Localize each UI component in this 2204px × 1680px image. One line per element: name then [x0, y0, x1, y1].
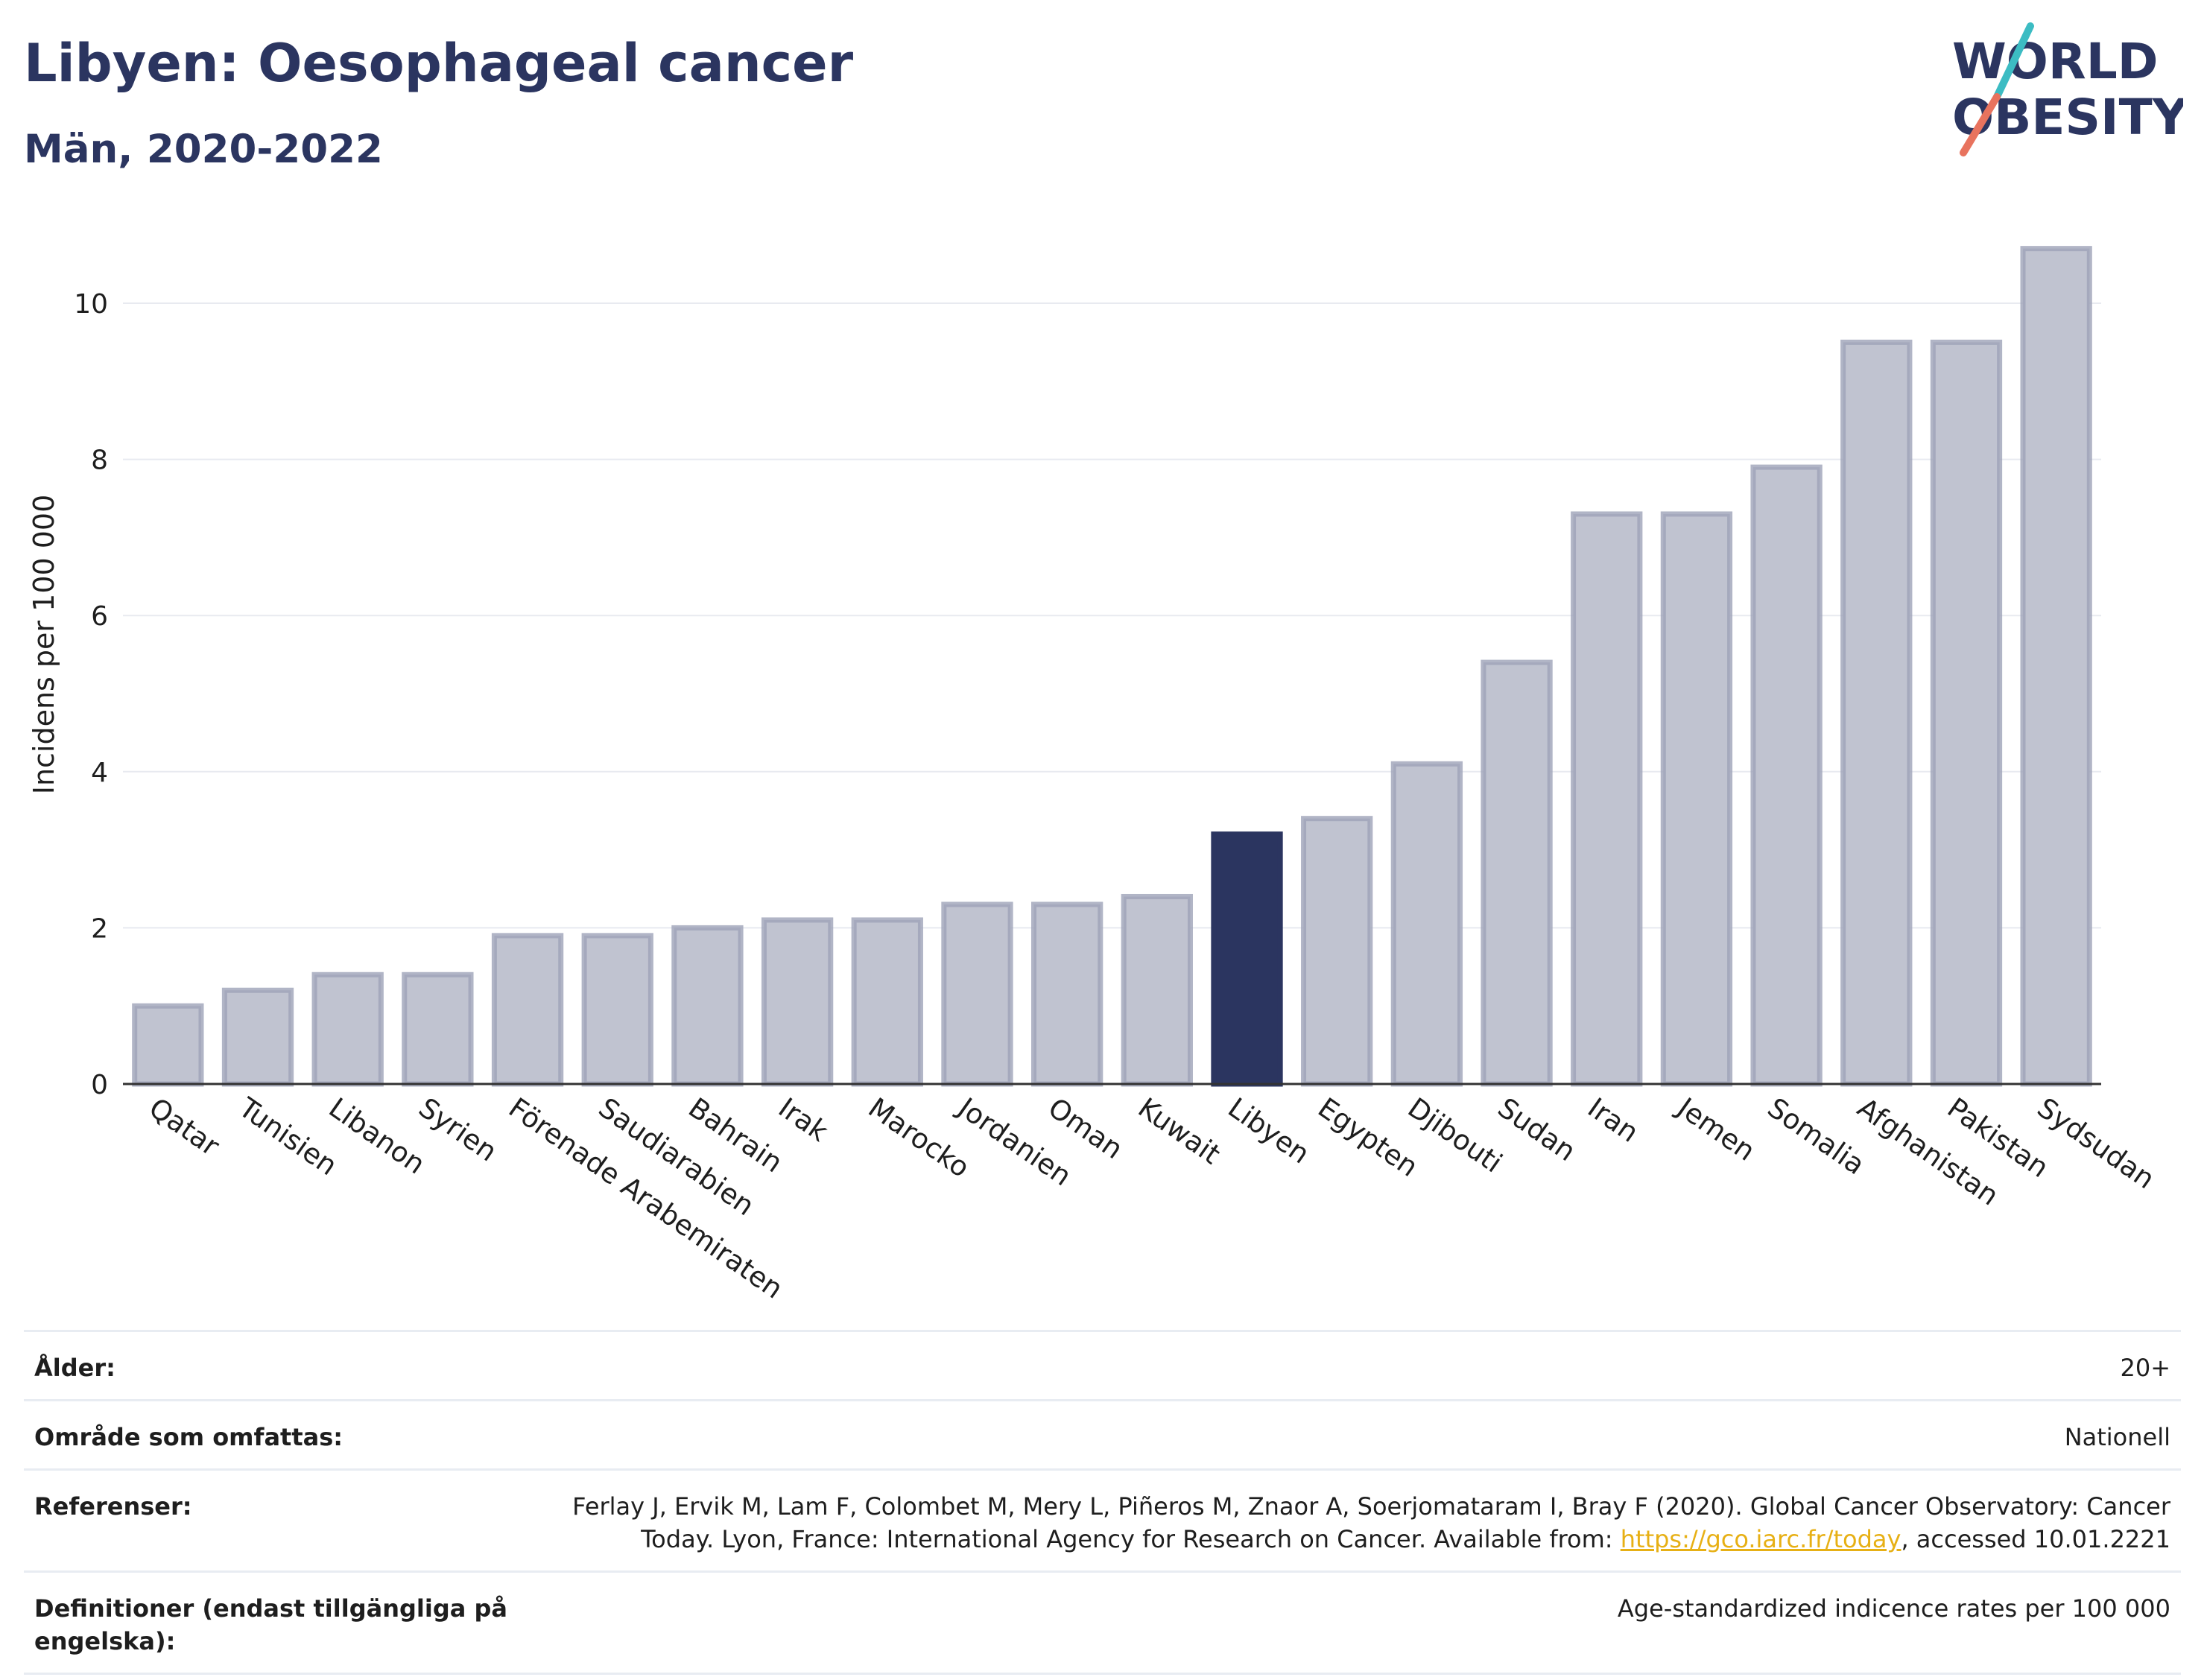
definitions-value: Age-standardized indicence rates per 100… [1617, 1594, 2170, 1623]
metadata-table: Ålder: 20+ Område som omfattas: Nationel… [24, 1330, 2181, 1675]
svg-text:OBESITY: OBESITY [1952, 89, 2183, 146]
age-value: 20+ [2120, 1354, 2170, 1382]
bar [491, 933, 564, 1087]
bar [671, 925, 744, 1087]
x-tick-label: Sydsudan [2031, 1091, 2160, 1195]
bar [311, 971, 384, 1087]
bars [132, 246, 2092, 1087]
page-title: Libyen: Oesophageal cancer [24, 33, 854, 94]
bar [221, 987, 294, 1087]
reference-text: Ferlay J, Ervik M, Lam F, Colombet M, Me… [572, 1492, 2170, 1553]
references-label: Referenser: [34, 1492, 192, 1521]
bar [1750, 464, 1823, 1087]
area-value: Nationell [2064, 1423, 2170, 1451]
bar [132, 1003, 204, 1087]
bar [1840, 339, 1913, 1087]
meta-row-age: Ålder: 20+ [24, 1330, 2181, 1399]
x-tick-label: Somalia [1761, 1091, 1870, 1181]
y-tick-label: 8 [91, 446, 108, 476]
bar [941, 901, 1013, 1087]
bar [402, 971, 474, 1087]
bar [1121, 893, 1193, 1087]
meta-row-area: Område som omfattas: Nationell [24, 1399, 2181, 1468]
meta-row-definitions: Definitioner (endast tillgängliga på eng… [24, 1570, 2181, 1675]
reference-link[interactable]: https://gco.iarc.fr/today [1620, 1525, 1901, 1553]
age-label: Ålder: [34, 1354, 115, 1382]
bar [1481, 659, 1553, 1087]
reference-suffix: , accessed 10.01.2221 [1901, 1525, 2170, 1553]
area-label: Område som omfattas: [34, 1423, 343, 1451]
bar [2020, 246, 2092, 1087]
definitions-label: Definitioner (endast tillgängliga på eng… [34, 1594, 507, 1655]
x-tick-label: Kuwait [1133, 1091, 1226, 1170]
y-tick-label: 10 [74, 289, 108, 320]
x-tick-label: Iran [1582, 1091, 1644, 1149]
bar [1660, 511, 1733, 1087]
y-axis-label: Incidens per 100 000 [28, 495, 60, 795]
bar [1031, 901, 1103, 1087]
x-tick-label: Tunisien [232, 1091, 343, 1182]
x-tick-label: Djibouti [1402, 1091, 1508, 1179]
y-tick-label: 2 [91, 913, 108, 944]
world-obesity-logo: WORLD OBESITY [1952, 22, 2183, 156]
x-tick-label: Irak [773, 1091, 835, 1148]
x-tick-label: Egypten [1312, 1091, 1424, 1183]
bar [851, 917, 923, 1087]
svg-text:WORLD: WORLD [1952, 33, 2159, 90]
bar [1301, 816, 1373, 1087]
y-tick-label: 4 [91, 758, 108, 788]
bar [761, 917, 834, 1087]
bar [1390, 761, 1463, 1087]
x-tick-label: Marocko [863, 1091, 975, 1184]
bar [1930, 339, 2003, 1087]
y-tick-label: 0 [91, 1070, 108, 1100]
page-subtitle: Män, 2020-2022 [24, 127, 383, 172]
x-tick-label: Jemen [1671, 1091, 1761, 1167]
x-tick-label: Qatar [143, 1091, 226, 1162]
meta-row-references: Referenser: Ferlay J, Ervik M, Lam F, Co… [24, 1468, 2181, 1570]
bar-highlighted [1211, 831, 1283, 1087]
references-value: Ferlay J, Ervik M, Lam F, Colombet M, Me… [569, 1490, 2170, 1556]
y-tick-label: 6 [91, 601, 108, 632]
x-tick-label: Libyen [1222, 1091, 1315, 1170]
x-tick-label: Libanon [323, 1091, 431, 1180]
bar [1571, 511, 1643, 1087]
bar [581, 933, 653, 1087]
